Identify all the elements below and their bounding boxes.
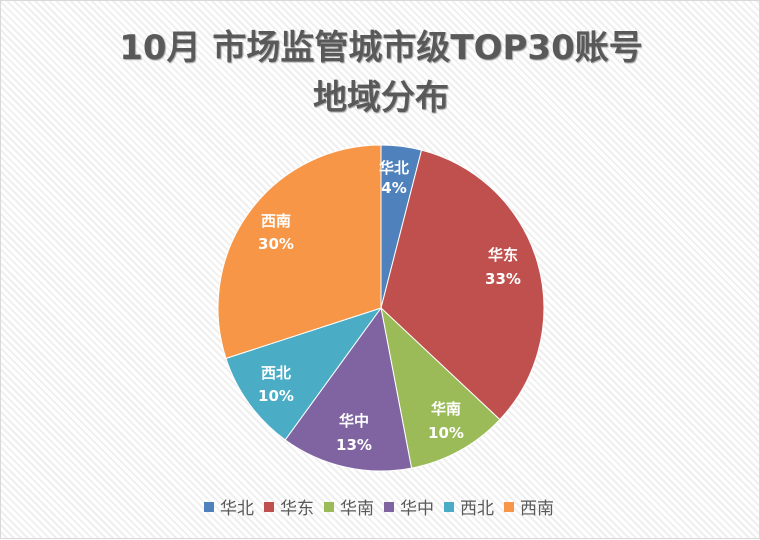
legend-label: 华北 <box>220 499 254 519</box>
pie-slice-5 <box>217 144 382 360</box>
chart-legend: 华北 华东 华南 华中 西北 西南 <box>1 494 760 519</box>
label-huadong-name: 华东 <box>488 246 518 264</box>
chart-title-line2: 地域分布 <box>313 78 449 118</box>
legend-swatch <box>444 501 454 512</box>
legend-swatch <box>504 501 514 512</box>
legend-label: 西北 <box>460 499 494 519</box>
legend-swatch <box>204 501 214 512</box>
legend-item-xinan: 西南 <box>504 494 554 519</box>
label-huabei-pct: 4% <box>381 179 406 197</box>
legend-swatch <box>384 501 394 512</box>
pie-slices <box>217 144 545 472</box>
label-huazhong-name: 华中 <box>339 412 369 430</box>
label-huanan-name: 华南 <box>431 400 461 418</box>
label-xinan-name: 西南 <box>261 212 291 230</box>
label-huazhong-pct: 13% <box>336 436 372 454</box>
legend-swatch <box>264 501 274 512</box>
legend-item-xibei: 西北 <box>444 494 494 519</box>
legend-label: 华中 <box>400 499 434 519</box>
legend-swatch <box>324 501 334 512</box>
legend-item-huanan: 华南 <box>324 494 374 519</box>
label-xibei-name: 西北 <box>261 364 291 382</box>
legend-item-huabei: 华北 <box>204 494 254 519</box>
pie-slice-4 <box>225 307 383 441</box>
label-huabei-name: 华北 <box>379 159 409 177</box>
label-huanan-pct: 10% <box>428 424 464 442</box>
legend-label: 华东 <box>280 499 314 519</box>
label-xibei-pct: 10% <box>258 387 294 405</box>
pie-slice-2 <box>380 306 501 469</box>
legend-item-huazhong: 华中 <box>384 494 434 519</box>
pie-slice-1 <box>380 149 545 421</box>
legend-item-huadong: 华东 <box>264 494 314 519</box>
legend-label: 西南 <box>520 499 554 519</box>
pie-slice-3 <box>284 306 413 472</box>
label-huadong-pct: 33% <box>485 270 521 288</box>
chart-title-line1: 10月 市场监管城市级TOP30账号 <box>119 28 643 68</box>
label-xinan-pct: 30% <box>258 235 294 253</box>
chart-title: 10月 市场监管城市级TOP30账号 地域分布 <box>1 23 760 123</box>
legend-label: 华南 <box>340 499 374 519</box>
data-labels: 华北 4% 华东 33% 华南 10% 华中 13% 西北 10% 西南 30% <box>258 159 521 454</box>
